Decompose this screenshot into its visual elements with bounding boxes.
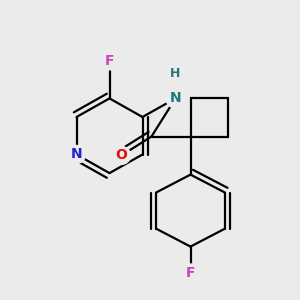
Circle shape [166,89,185,108]
Text: F: F [186,266,195,280]
Text: N: N [170,92,181,105]
Circle shape [112,146,130,164]
Text: N: N [71,148,82,161]
Text: O: O [116,148,128,162]
Circle shape [182,264,200,282]
Text: H: H [170,67,181,80]
Circle shape [100,52,118,70]
Text: F: F [105,54,114,68]
Circle shape [68,146,85,164]
